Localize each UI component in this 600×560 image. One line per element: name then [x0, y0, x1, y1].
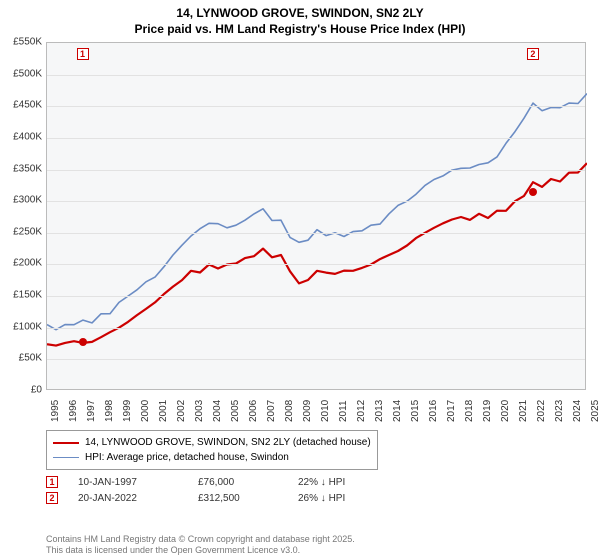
y-tick-label: £550K — [2, 37, 42, 48]
table-row: 2 20-JAN-2022£312,50026% ↓ HPI — [46, 492, 418, 504]
y-tick-label: £350K — [2, 163, 42, 174]
gridline-h — [47, 296, 585, 297]
row-price: £76,000 — [198, 477, 298, 488]
x-tick-label: 2009 — [302, 400, 313, 422]
gridline-h — [47, 106, 585, 107]
x-tick-label: 1998 — [104, 400, 115, 422]
x-tick-label: 2005 — [230, 400, 241, 422]
y-tick-label: £0 — [2, 385, 42, 396]
line-chart-svg — [47, 43, 587, 391]
y-tick-label: £400K — [2, 131, 42, 142]
gridline-h — [47, 138, 585, 139]
x-tick-label: 2011 — [338, 400, 349, 422]
footer-attribution: Contains HM Land Registry data © Crown c… — [46, 534, 355, 557]
x-tick-label: 2021 — [518, 400, 529, 422]
y-tick-label: £250K — [2, 226, 42, 237]
chart-title-line2: Price paid vs. HM Land Registry's House … — [0, 22, 600, 38]
sales-data-table: 1 10-JAN-1997£76,00022% ↓ HPI 2 20-JAN-2022… — [46, 476, 418, 508]
sale-callout-box: 1 — [77, 48, 89, 60]
legend-label: HPI: Average price, detached house, Swin… — [85, 452, 289, 463]
x-tick-label: 2022 — [536, 400, 547, 422]
sale-point-marker — [79, 338, 87, 346]
gridline-h — [47, 75, 585, 76]
y-tick-label: £50K — [2, 353, 42, 364]
legend-label: 14, LYNWOOD GROVE, SWINDON, SN2 2LY (det… — [85, 437, 371, 448]
x-tick-label: 2020 — [500, 400, 511, 422]
x-tick-label: 2024 — [572, 400, 583, 422]
sale-callout-box: 2 — [527, 48, 539, 60]
x-tick-label: 2010 — [320, 400, 331, 422]
sale-point-marker — [529, 188, 537, 196]
chart-title-line1: 14, LYNWOOD GROVE, SWINDON, SN2 2LY — [0, 0, 600, 22]
x-tick-label: 2016 — [428, 400, 439, 422]
x-tick-label: 2018 — [464, 400, 475, 422]
x-tick-label: 2007 — [266, 400, 277, 422]
x-tick-label: 2012 — [356, 400, 367, 422]
gridline-h — [47, 359, 585, 360]
gridline-h — [47, 201, 585, 202]
x-tick-label: 2004 — [212, 400, 223, 422]
y-tick-label: £500K — [2, 68, 42, 79]
y-tick-label: £200K — [2, 258, 42, 269]
x-tick-label: 2019 — [482, 400, 493, 422]
x-tick-label: 2008 — [284, 400, 295, 422]
y-tick-label: £100K — [2, 321, 42, 332]
x-tick-label: 1999 — [122, 400, 133, 422]
gridline-h — [47, 233, 585, 234]
x-tick-label: 1995 — [50, 400, 61, 422]
x-tick-label: 2001 — [158, 400, 169, 422]
y-tick-label: £450K — [2, 100, 42, 111]
gridline-h — [47, 264, 585, 265]
row-date: 10-JAN-1997 — [78, 477, 198, 488]
gridline-h — [47, 328, 585, 329]
footer-line1: Contains HM Land Registry data © Crown c… — [46, 534, 355, 545]
legend: 14, LYNWOOD GROVE, SWINDON, SN2 2LY (det… — [46, 430, 586, 470]
table-row: 1 10-JAN-1997£76,00022% ↓ HPI — [46, 476, 418, 488]
x-tick-label: 2000 — [140, 400, 151, 422]
gridline-h — [47, 170, 585, 171]
row-price: £312,500 — [198, 493, 298, 504]
legend-row: 14, LYNWOOD GROVE, SWINDON, SN2 2LY (det… — [53, 435, 371, 450]
x-tick-label: 2003 — [194, 400, 205, 422]
x-tick-label: 2025 — [590, 400, 600, 422]
row-marker: 1 — [46, 476, 58, 488]
x-tick-label: 2014 — [392, 400, 403, 422]
x-tick-label: 1997 — [86, 400, 97, 422]
y-tick-label: £300K — [2, 195, 42, 206]
footer-line2: This data is licensed under the Open Gov… — [46, 545, 355, 556]
row-date: 20-JAN-2022 — [78, 493, 198, 504]
legend-row: HPI: Average price, detached house, Swin… — [53, 450, 371, 465]
series-line-price_paid — [47, 163, 587, 345]
x-tick-label: 2023 — [554, 400, 565, 422]
x-tick-label: 2002 — [176, 400, 187, 422]
x-tick-label: 2015 — [410, 400, 421, 422]
legend-swatch — [53, 457, 79, 458]
chart-plot-area — [46, 42, 586, 390]
x-tick-label: 2013 — [374, 400, 385, 422]
row-marker: 2 — [46, 492, 58, 504]
x-tick-label: 1996 — [68, 400, 79, 422]
x-tick-label: 2017 — [446, 400, 457, 422]
x-tick-label: 2006 — [248, 400, 259, 422]
y-tick-label: £150K — [2, 290, 42, 301]
row-pct: 26% ↓ HPI — [298, 493, 418, 504]
row-pct: 22% ↓ HPI — [298, 477, 418, 488]
legend-swatch — [53, 442, 79, 444]
